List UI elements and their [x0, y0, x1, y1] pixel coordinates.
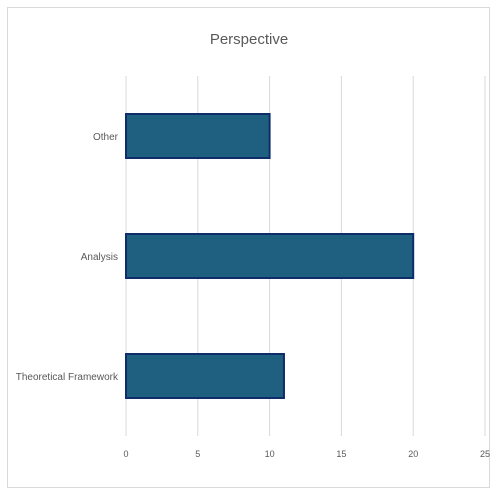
x-tick-label: 15 — [336, 449, 346, 459]
x-tick-label: 10 — [265, 449, 275, 459]
x-tick-label: 0 — [123, 449, 128, 459]
x-tick-label: 25 — [480, 449, 490, 459]
x-tick-label: 5 — [195, 449, 200, 459]
category-labels: Other Analysis Theoretical Framework — [16, 132, 119, 383]
chart-frame: Perspective Other Analysis Theoretical Fra… — [7, 7, 490, 488]
category-label: Theoretical Framework — [16, 372, 119, 383]
bar — [125, 353, 285, 399]
bar — [125, 113, 271, 159]
bar-chart: Perspective Other Analysis Theoretical Fra… — [16, 31, 490, 459]
category-label: Analysis — [81, 252, 118, 263]
x-tick-label: 20 — [408, 449, 418, 459]
chart-title: Perspective — [210, 31, 288, 48]
x-axis-tick-labels: 0 5 10 15 20 25 — [123, 449, 490, 459]
category-label: Other — [93, 132, 119, 143]
bar — [125, 233, 415, 279]
bars — [125, 113, 415, 399]
